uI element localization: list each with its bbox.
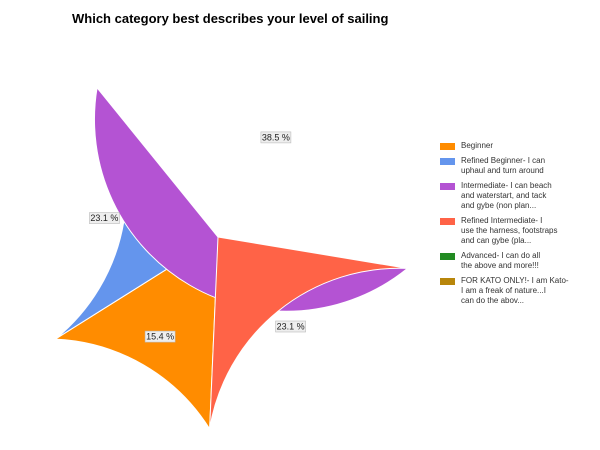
slice-label-refined-intermediate: 23.1 % [275, 320, 306, 333]
legend-label: Refined Beginner- I can uphaul and turn … [461, 156, 546, 175]
legend-swatch [440, 218, 455, 225]
legend-item-refined-intermediate: Refined Intermediate- I use the harness,… [440, 216, 590, 246]
legend-item-kato: FOR KATO ONLY!- I am Kato- I am a freak … [440, 276, 590, 306]
slice-label-refined-beginner: 23.1 % [89, 212, 120, 224]
chart-title: Which category best describes your level… [72, 11, 389, 26]
legend-label: FOR KATO ONLY!- I am Kato- I am a freak … [461, 276, 569, 305]
slice-label-intermediate: 38.5 % [260, 131, 292, 144]
legend-item-beginner: Beginner [440, 141, 590, 151]
pie-slice-refined-intermediate [209, 236, 408, 429]
legend-swatch [440, 183, 455, 190]
svg-text:15.4 %: 15.4 % [146, 332, 174, 342]
legend-item-refined-beginner: Refined Beginner- I can uphaul and turn … [440, 156, 590, 176]
legend-label: Beginner [461, 141, 494, 150]
slice-label-beginner: 15.4 % [144, 330, 176, 343]
legend-item-intermediate: Intermediate- I can beach and waterstart… [440, 181, 590, 211]
legend-label: Refined Intermediate- I use the harness,… [461, 216, 558, 245]
pie-slice-intermediate [93, 86, 409, 312]
legend-swatch [440, 253, 455, 260]
legend-swatch [440, 158, 455, 165]
legend-label: Intermediate- I can beach and waterstart… [461, 181, 552, 210]
svg-text:38.5 %: 38.5 % [262, 132, 290, 142]
legend-swatch [440, 278, 455, 285]
chart-legend: Beginner Refined Beginner- I can uphaul … [440, 141, 590, 311]
pie-slice-beginner [53, 236, 219, 431]
legend-label: Advanced- I can do all the above and mor… [461, 251, 541, 270]
pie-chart: 15.4 % 23.1 % 38.5 % 23.1 % [53, 86, 409, 431]
legend-item-advanced: Advanced- I can do all the above and mor… [440, 251, 590, 271]
svg-text:23.1 %: 23.1 % [90, 213, 118, 223]
legend-swatch [440, 143, 455, 150]
svg-text:23.1 %: 23.1 % [277, 322, 305, 332]
